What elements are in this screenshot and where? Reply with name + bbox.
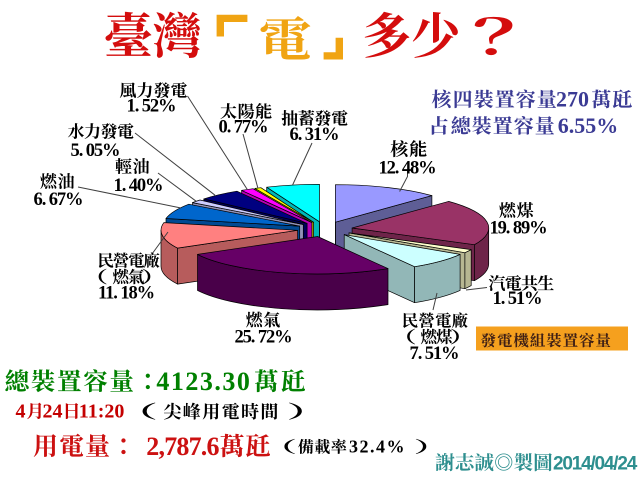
- svg-text:6. 67%: 6. 67%: [34, 190, 83, 210]
- svg-text:1. 51%: 1. 51%: [493, 289, 542, 309]
- svg-text:1. 40%: 1. 40%: [114, 176, 163, 196]
- svg-text:25. 72%: 25. 72%: [234, 328, 291, 348]
- svg-text:11:20: 11:20: [79, 401, 125, 423]
- svg-text:4: 4: [16, 401, 26, 423]
- svg-text:2,787.6: 2,787.6: [146, 432, 219, 461]
- svg-text:6.55%: 6.55%: [558, 113, 619, 138]
- svg-text:5. 05%: 5. 05%: [71, 141, 120, 161]
- svg-text:32.4%: 32.4%: [349, 437, 406, 457]
- svg-text:2014/04/24: 2014/04/24: [553, 454, 638, 475]
- svg-text:4123.30: 4123.30: [156, 367, 251, 396]
- svg-text:12. 48%: 12. 48%: [378, 159, 435, 179]
- svg-text:11. 18%: 11. 18%: [98, 284, 154, 304]
- svg-text:270: 270: [556, 87, 589, 112]
- svg-text:19. 89%: 19. 89%: [489, 219, 546, 239]
- svg-text:1. 52%: 1. 52%: [127, 96, 176, 116]
- svg-text:24: 24: [43, 401, 63, 423]
- svg-text:6. 31%: 6. 31%: [290, 125, 339, 145]
- svg-text:0. 77%: 0. 77%: [219, 118, 268, 138]
- svg-text:7. 51%: 7. 51%: [410, 344, 459, 364]
